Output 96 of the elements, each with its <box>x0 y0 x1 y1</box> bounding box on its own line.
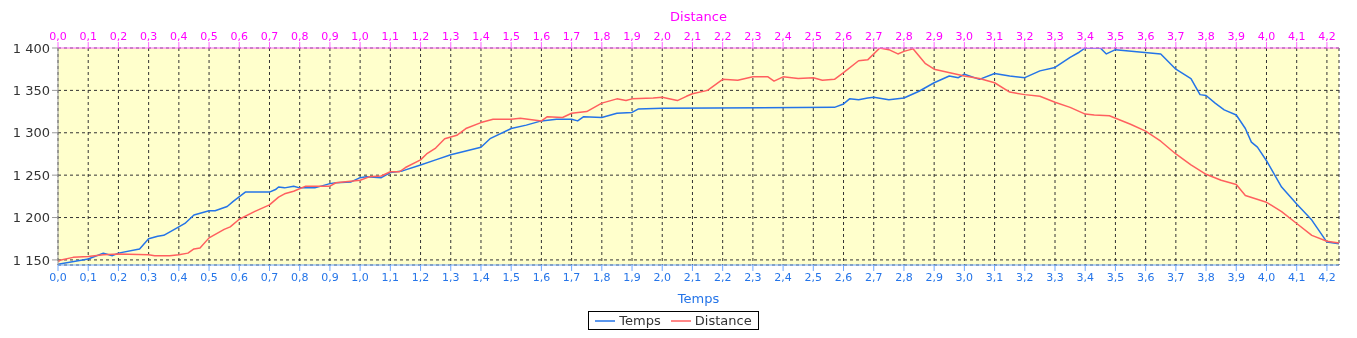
x-axis-title: Temps <box>676 291 720 306</box>
x-tick-label: 1,5 <box>502 30 520 43</box>
y-tick-label: 1 400 <box>12 40 50 56</box>
x-tick-label: 1,8 <box>593 30 611 43</box>
x-tick-label: 3,2 <box>1016 30 1034 43</box>
y-tick-label: 1 150 <box>12 252 50 268</box>
x2-tick-label: 0,0 <box>49 270 67 284</box>
x2-tick-label: 0,5 <box>200 270 218 284</box>
x-tick-label: 0,3 <box>139 30 158 43</box>
legend-label: Temps <box>619 313 661 328</box>
x2-tick-label: 1,8 <box>593 270 611 284</box>
y-tick-label: 1 300 <box>12 125 50 141</box>
x2-tick-label: 1,4 <box>472 270 490 284</box>
x2-tick-label: 2,2 <box>713 270 732 284</box>
x-tick-label: 2,0 <box>653 30 671 43</box>
x-tick-label: 3,8 <box>1197 30 1215 43</box>
x-tick-label: 0,8 <box>290 30 309 43</box>
x-tick-label: 1,7 <box>562 30 581 43</box>
x-tick-label: 4,1 <box>1287 30 1306 43</box>
x2-tick-label: 2,7 <box>864 270 883 284</box>
y-tick-label: 1 250 <box>12 167 50 183</box>
x2-tick-label: 1,3 <box>442 270 460 284</box>
x2-tick-label: 3,6 <box>1136 270 1155 284</box>
x-tick-label: 2,4 <box>774 30 792 43</box>
x2-tick-label: 2,9 <box>925 270 943 284</box>
x2-tick-label: 3,8 <box>1197 270 1215 284</box>
x2-tick-label: 3,9 <box>1227 270 1246 284</box>
x-tick-label: 3,6 <box>1136 30 1155 43</box>
x2-tick-label: 1,1 <box>381 270 400 284</box>
x-tick-label: 1,0 <box>351 30 369 43</box>
x2-tick-label: 2,1 <box>683 270 702 284</box>
x-tick-label: 2,1 <box>683 30 702 43</box>
x2-tick-label: 3,4 <box>1076 270 1094 284</box>
x2-tick-label: 2,8 <box>895 270 913 284</box>
x2-tick-label: 3,1 <box>985 270 1004 284</box>
x-tick-label: 1,2 <box>411 30 430 43</box>
x2-tick-label: 2,5 <box>804 270 823 284</box>
y-tick-label: 1 350 <box>12 83 50 98</box>
x-tick-label: 1,4 <box>472 30 490 43</box>
x-tick-label: 3,5 <box>1106 30 1125 43</box>
x-tick-label: 1,1 <box>381 30 400 43</box>
x2-tick-label: 3,3 <box>1046 270 1064 284</box>
x2-tick-label: 3,0 <box>955 270 974 284</box>
x-tick-label: 3,7 <box>1167 30 1185 43</box>
x2-tick-label: 4,2 <box>1318 270 1336 284</box>
x-tick-label: 2,3 <box>744 30 762 43</box>
x2-tick-label: 0,9 <box>321 270 339 284</box>
x2-tick-label: 0,8 <box>290 270 309 284</box>
x-tick-label: 0,0 <box>49 30 67 43</box>
x-tick-label: 2,7 <box>864 30 883 43</box>
x2-tick-label: 0,4 <box>170 270 188 284</box>
x-tick-label: 2,8 <box>895 30 913 43</box>
x2-tick-label: 1,7 <box>562 270 581 284</box>
x2-axis-title: Distance <box>670 9 727 25</box>
x2-tick-label: 1,2 <box>411 270 430 284</box>
x2-tick-label: 0,7 <box>260 270 279 284</box>
x2-tick-label: 1,9 <box>623 270 641 284</box>
x-tick-label: 0,9 <box>321 30 339 43</box>
x2-tick-label: 2,0 <box>653 270 671 284</box>
x-tick-label: 3,3 <box>1046 30 1064 43</box>
x2-tick-label: 1,0 <box>351 270 369 284</box>
x-tick-label: 1,6 <box>532 30 551 43</box>
x2-tick-label: 2,6 <box>834 270 853 284</box>
x-tick-label: 4,2 <box>1318 30 1336 43</box>
x-tick-label: 1,3 <box>442 30 460 43</box>
x2-tick-label: 3,5 <box>1106 270 1125 284</box>
y-tick-label: 1 200 <box>12 210 50 226</box>
x-tick-label: 0,1 <box>79 30 97 43</box>
x-tick-label: 2,6 <box>834 30 853 43</box>
x-tick-label: 2,9 <box>925 30 943 43</box>
x2-tick-label: 0,3 <box>139 270 158 284</box>
x2-tick-label: 3,2 <box>1016 270 1034 284</box>
x2-tick-label: 2,3 <box>744 270 762 284</box>
x2-tick-label: 4,1 <box>1287 270 1306 284</box>
x-tick-label: 4,0 <box>1257 30 1276 43</box>
x2-tick-label: 4,0 <box>1257 270 1276 284</box>
x-tick-label: 2,5 <box>804 30 823 43</box>
x-tick-label: 3,1 <box>985 30 1004 43</box>
x2-tick-label: 0,6 <box>230 270 249 284</box>
x-tick-label: 3,0 <box>955 30 974 43</box>
x-tick-label: 2,2 <box>713 30 732 43</box>
x-tick-label: 0,5 <box>200 30 218 43</box>
x2-tick-label: 1,6 <box>532 270 551 284</box>
x2-tick-label: 3,7 <box>1167 270 1185 284</box>
legend-label: Distance <box>694 313 752 328</box>
x-tick-label: 0,4 <box>170 30 188 43</box>
x-tick-label: 0,6 <box>230 30 249 43</box>
x-tick-label: 1,9 <box>623 30 641 43</box>
x2-tick-label: 0,2 <box>109 270 128 284</box>
x-tick-label: 3,4 <box>1076 30 1094 43</box>
x-tick-label: 3,9 <box>1227 30 1246 43</box>
x2-tick-label: 1,5 <box>502 270 520 284</box>
x-tick-label: 0,7 <box>260 30 279 43</box>
x2-tick-label: 2,4 <box>774 270 792 284</box>
x2-tick-label: 0,1 <box>79 270 97 284</box>
x-tick-label: 0,2 <box>109 30 128 43</box>
